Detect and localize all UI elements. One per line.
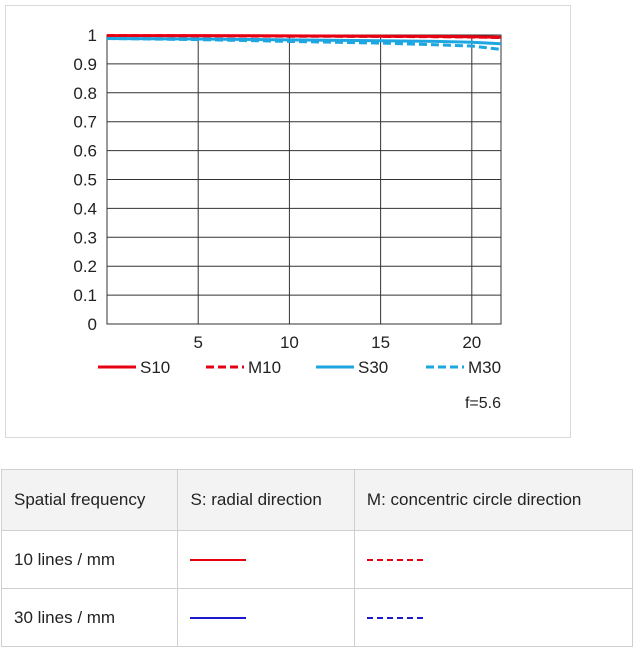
header-concentric-direction: M: concentric circle direction <box>353 469 634 531</box>
y-tick-label: 0.5 <box>73 171 97 190</box>
table-row: 10 lines / mm <box>0 530 634 589</box>
series-line-m10 <box>106 34 502 40</box>
concentric-line-sample-cell <box>353 588 634 647</box>
header-radial-direction: S: radial direction <box>177 469 355 531</box>
legend-label-m10: M10 <box>248 358 281 377</box>
y-tick-label: 0.8 <box>73 84 97 103</box>
legend-label-s10: S10 <box>140 358 170 377</box>
y-tick-label: 0 <box>88 315 97 334</box>
y-tick-label: 1 <box>88 26 97 45</box>
legend-label-s30: S30 <box>358 358 388 377</box>
solid-line-sample <box>190 559 247 562</box>
concentric-line-sample-cell <box>353 530 634 589</box>
dashed-line-sample <box>366 617 423 620</box>
header-spatial-frequency: Spatial frequency <box>0 469 179 531</box>
row-label: 30 lines / mm <box>0 588 179 647</box>
y-tick-label: 0.9 <box>73 55 97 74</box>
table-row: 30 lines / mm <box>0 588 634 647</box>
y-tick-label: 0.3 <box>73 228 97 247</box>
x-tick-label: 15 <box>371 333 390 352</box>
radial-line-sample-cell <box>177 530 355 589</box>
x-tick-label: 10 <box>280 333 299 352</box>
mtf-chart-panel: 0 0.1 0.2 0.3 0.4 0.5 0.6 0.7 0.8 0.9 1 5 10 15 20 S10 M… <box>5 5 571 438</box>
y-tick-label: 0.6 <box>73 142 97 161</box>
y-tick-label: 0.2 <box>73 257 97 276</box>
table-header-row: Spatial frequency S: radial direction M:… <box>0 469 634 531</box>
row-label: 10 lines / mm <box>0 530 179 589</box>
y-tick-label: 0.7 <box>73 113 97 132</box>
y-tick-label: 0.4 <box>73 199 97 218</box>
x-tick-label: 20 <box>462 333 481 352</box>
radial-line-sample-cell <box>177 588 355 647</box>
x-tick-label: 5 <box>193 333 202 352</box>
legend-label-m30: M30 <box>468 358 501 377</box>
y-tick-label: 0.1 <box>73 286 97 305</box>
line-legend-table: Spatial frequency S: radial direction M:… <box>0 469 634 647</box>
dashed-line-sample <box>366 559 423 562</box>
solid-line-sample <box>190 617 247 620</box>
series-line-m30 <box>106 37 502 51</box>
aperture-annotation: f=5.6 <box>465 395 501 412</box>
